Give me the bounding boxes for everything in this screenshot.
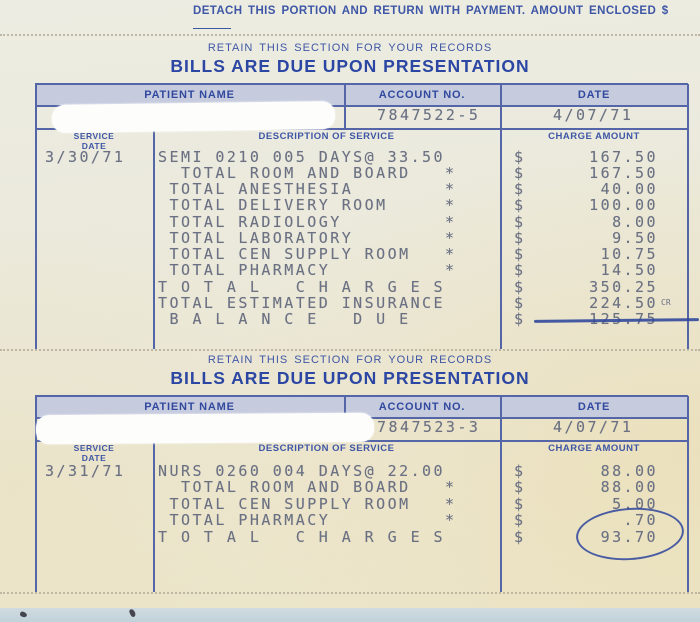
charge-amount: 88.00	[600, 462, 658, 480]
currency-sign: $	[514, 180, 526, 198]
subheader-description: DESCRIPTION OF SERVICE	[258, 443, 395, 454]
column-header-account-no: ACCOUNT NO.	[378, 401, 466, 413]
charge-amount: 8.00	[612, 213, 658, 231]
service-description: SEMI 0210 005 DAYS@ 33.50	[158, 148, 446, 166]
currency-sign: $	[514, 278, 526, 296]
column-header-patient-name: PATIENT NAME	[144, 89, 235, 101]
patient-name-redaction	[35, 412, 375, 445]
subheader-service-date: DATE	[81, 453, 107, 463]
service-date-value: 3/30/71	[45, 148, 126, 166]
table-border	[35, 128, 688, 130]
charge-amount: 9.50	[612, 229, 658, 247]
table-border	[687, 396, 689, 592]
perforation-line	[0, 349, 700, 351]
charge-amount: 14.50	[600, 261, 658, 279]
service-description: TOTAL PHARMACY *	[158, 511, 457, 529]
service-description: NURS 0260 004 DAYS@ 22.00	[158, 462, 446, 480]
charge-amount: 224.50	[589, 294, 658, 312]
table-border	[500, 396, 502, 592]
retain-note: RETAIN THIS SECTION FOR YOUR RECORDS	[207, 354, 493, 366]
charge-amount: 93.70	[600, 528, 658, 546]
currency-sign: $	[514, 164, 526, 182]
table-border	[500, 84, 502, 349]
charge-amount: 167.50	[589, 164, 658, 182]
charge-amount: 100.00	[589, 196, 658, 214]
subheader-service: SERVICE	[73, 131, 115, 141]
subheader-service: SERVICE	[73, 443, 115, 453]
perforation-line	[0, 592, 700, 594]
currency-sign: $	[514, 213, 526, 231]
detach-instruction: DETACH THIS PORTION AND RETURN WITH PAYM…	[193, 5, 700, 32]
bill-title: BILLS ARE DUE UPON PRESENTATION	[170, 56, 530, 76]
service-description: TOTAL ROOM AND BOARD *	[158, 164, 457, 182]
column-header-date: DATE	[577, 89, 611, 101]
currency-sign: $	[514, 462, 526, 480]
service-description: TOTAL ANESTHESIA *	[158, 180, 457, 198]
table-border	[35, 105, 688, 107]
column-header-account-no: ACCOUNT NO.	[378, 89, 466, 101]
service-description: TOTAL RADIOLOGY *	[158, 213, 457, 231]
currency-sign: $	[514, 528, 526, 546]
account-number-value: 7847523-3	[377, 418, 481, 436]
service-description: TOTAL DELIVERY ROOM *	[158, 196, 457, 214]
table-border	[35, 395, 688, 397]
perforation-line	[0, 34, 700, 36]
subheader-charge-amount: CHARGE AMOUNT	[548, 131, 640, 142]
service-description: T O T A L C H A R G E S	[158, 278, 446, 296]
service-description: B A L A N C E D U E	[158, 310, 411, 328]
charge-amount: .70	[623, 511, 658, 529]
service-description: TOTAL CEN SUPPLY ROOM *	[158, 495, 457, 513]
currency-sign: $	[514, 511, 526, 529]
amount-enclosed-blank	[193, 17, 231, 29]
date-value: 4/07/71	[553, 418, 634, 436]
account-number-value: 7847522-5	[377, 106, 481, 124]
service-description: T O T A L C H A R G E S	[158, 528, 446, 546]
service-description: TOTAL CEN SUPPLY ROOM *	[158, 245, 457, 263]
currency-sign: $	[514, 294, 526, 312]
subheader-description: DESCRIPTION OF SERVICE	[258, 131, 395, 142]
bottom-document-edge	[0, 608, 700, 622]
service-description: TOTAL PHARMACY *	[158, 261, 457, 279]
charge-amount: 40.00	[600, 180, 658, 198]
charge-amount: 350.25	[589, 278, 658, 296]
service-date-value: 3/31/71	[45, 462, 126, 480]
column-header-patient-name: PATIENT NAME	[144, 401, 235, 413]
service-description: TOTAL ESTIMATED INSURANCE	[158, 294, 446, 312]
currency-sign: $	[514, 310, 526, 328]
service-description: TOTAL ROOM AND BOARD *	[158, 478, 457, 496]
charge-amount: 88.00	[600, 478, 658, 496]
table-border	[35, 396, 37, 592]
currency-sign: $	[514, 495, 526, 513]
date-value: 4/07/71	[553, 106, 634, 124]
currency-sign: $	[514, 478, 526, 496]
currency-sign: $	[514, 148, 526, 166]
column-header-date: DATE	[577, 401, 611, 413]
currency-sign: $	[514, 196, 526, 214]
table-header-band	[35, 396, 688, 418]
credit-mark: CR	[661, 298, 671, 307]
table-border	[344, 84, 346, 130]
charge-amount: 167.50	[589, 148, 658, 166]
patient-name-redaction	[51, 101, 336, 133]
charge-amount: 5.00	[612, 495, 658, 513]
service-description: TOTAL LABORATORY *	[158, 229, 457, 247]
charge-amount: 10.75	[600, 245, 658, 263]
table-border	[153, 440, 155, 592]
subheader-charge-amount: CHARGE AMOUNT	[548, 443, 640, 454]
table-border	[35, 84, 37, 349]
currency-sign: $	[514, 245, 526, 263]
currency-sign: $	[514, 261, 526, 279]
retain-note: RETAIN THIS SECTION FOR YOUR RECORDS	[207, 42, 493, 54]
bill-title: BILLS ARE DUE UPON PRESENTATION	[170, 368, 530, 388]
subheader-service-date: DATE	[81, 141, 107, 151]
currency-sign: $	[514, 229, 526, 247]
table-border	[35, 83, 688, 85]
table-border	[153, 128, 155, 349]
table-border	[687, 84, 689, 349]
detach-instruction-text: DETACH THIS PORTION AND RETURN WITH PAYM…	[193, 5, 669, 17]
table-header-band	[35, 84, 688, 106]
